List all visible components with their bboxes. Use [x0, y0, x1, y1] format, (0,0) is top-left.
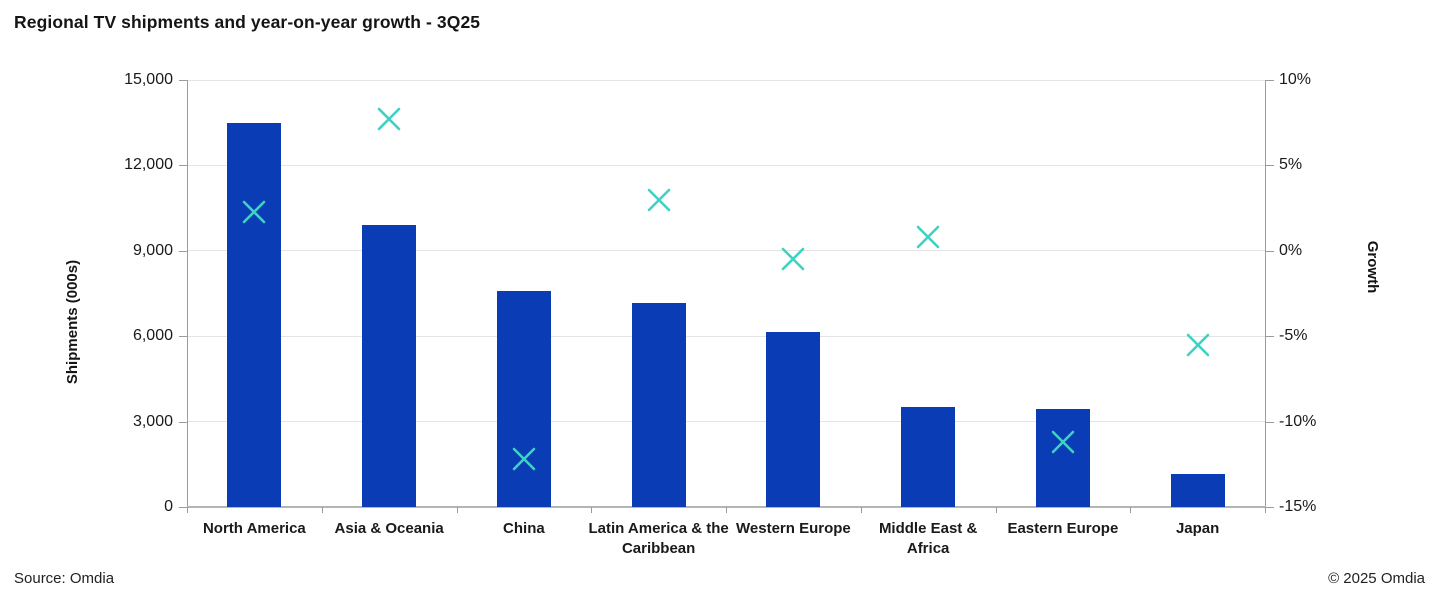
- category-label: China: [503, 520, 545, 537]
- x-marker-glyph: [1051, 430, 1075, 454]
- right-tick-label: -15%: [1279, 498, 1317, 515]
- left-axis-tick: [179, 507, 187, 508]
- growth-marker-x-icon: [376, 106, 402, 132]
- category-label: Japan: [1175, 520, 1220, 537]
- left-axis-tick: [179, 80, 187, 81]
- category-boundary-tick: [860, 507, 862, 513]
- category-boundary-tick: [456, 507, 458, 513]
- shipments-bar: [1035, 408, 1090, 507]
- left-tick-label: 6,000: [132, 327, 173, 345]
- left-tick-label: 15,000: [124, 71, 173, 88]
- left-axis-tick: [179, 421, 187, 423]
- category-boundary-tick: [187, 507, 188, 513]
- x-marker-glyph: [1186, 333, 1209, 357]
- right-axis-title: Growth: [1364, 240, 1381, 294]
- gridline: [187, 164, 1265, 166]
- right-axis-tick: [1266, 165, 1274, 167]
- growth-marker-x-icon: [511, 446, 537, 472]
- growth-marker-x-icon: [1185, 332, 1211, 358]
- left-tick-label: 9,000: [132, 241, 173, 259]
- gridline: [187, 335, 1265, 337]
- right-tick-label: -5%: [1279, 327, 1308, 345]
- right-tick-label: -10%: [1279, 412, 1317, 430]
- left-tick-label: 3,000: [132, 412, 173, 430]
- gridline: [187, 250, 1265, 252]
- right-axis-tick: [1266, 250, 1274, 252]
- growth-marker-x-icon: [646, 187, 672, 213]
- category-label: Eastern Europe: [1007, 520, 1119, 537]
- gridline: [187, 421, 1265, 423]
- category-boundary-tick: [726, 507, 727, 513]
- shipments-bar: [766, 331, 821, 507]
- category-label: Western Europe: [736, 520, 851, 537]
- shipments-bar: [901, 407, 956, 507]
- left-axis-tick: [179, 250, 187, 252]
- left-axis-line: [187, 80, 188, 507]
- x-marker-glyph: [916, 225, 940, 249]
- x-marker-glyph: [512, 447, 536, 471]
- category-label: Latin America & the Caribbean: [588, 520, 729, 557]
- category-label: North America: [202, 520, 306, 537]
- category-label: Middle East & Africa: [878, 520, 978, 557]
- left-tick-label: 12,000: [124, 156, 173, 174]
- growth-marker-x-icon: [241, 199, 267, 225]
- chart-title: Regional TV shipments and year-on-year g…: [14, 12, 481, 32]
- right-axis-tick: [1266, 507, 1274, 508]
- right-axis-line: [1265, 80, 1266, 507]
- x-marker-glyph: [243, 200, 266, 223]
- shipments-bar: [1170, 474, 1225, 507]
- category-boundary-tick: [1130, 507, 1132, 513]
- source-note: Source: Omdia: [14, 570, 115, 587]
- left-axis-tick: [179, 336, 187, 338]
- right-axis-tick: [1266, 80, 1274, 81]
- category-boundary-tick: [321, 507, 323, 513]
- x-marker-glyph: [647, 188, 670, 211]
- category-boundary-tick: [995, 507, 997, 513]
- category-label: Asia & Oceania: [334, 520, 444, 537]
- x-marker-glyph: [377, 107, 401, 131]
- left-tick-label: 0: [164, 498, 173, 515]
- right-tick-label: 5%: [1279, 156, 1303, 174]
- category-boundary-tick: [1265, 507, 1266, 513]
- x-marker-glyph: [782, 248, 805, 271]
- right-tick-label: 0%: [1279, 241, 1303, 259]
- growth-marker-x-icon: [780, 246, 806, 272]
- shipments-bar: [496, 290, 551, 507]
- growth-marker-x-icon: [915, 224, 941, 250]
- copyright-note: © 2025 Omdia: [1328, 570, 1425, 587]
- growth-marker-x-icon: [1050, 429, 1076, 455]
- shipments-bar: [227, 122, 282, 507]
- left-axis-tick: [179, 165, 187, 167]
- right-axis-tick: [1266, 421, 1274, 423]
- right-tick-label: 10%: [1279, 71, 1312, 88]
- shipments-bar: [362, 225, 417, 507]
- gridline: [187, 79, 1265, 81]
- category-boundary-tick: [591, 507, 593, 513]
- right-axis-tick: [1266, 336, 1274, 338]
- shipments-bar: [631, 303, 686, 507]
